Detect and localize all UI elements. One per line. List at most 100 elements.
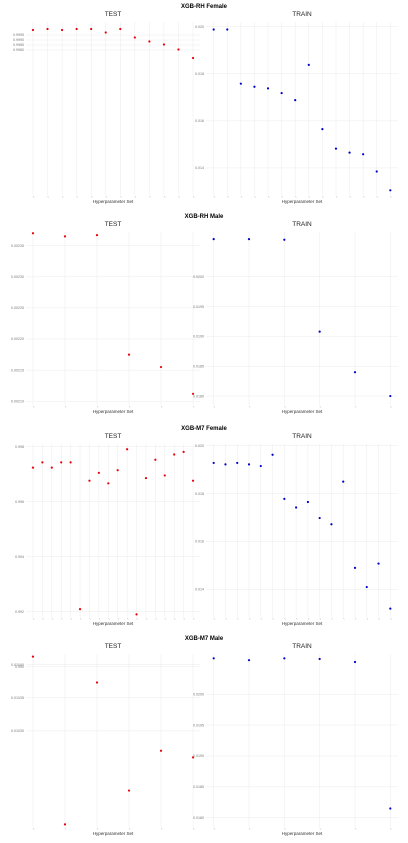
x-tick-mark [163,195,166,198]
data-point-train [212,28,215,31]
data-point-train [375,170,378,173]
y-tick-label: 0.01040 [11,663,24,667]
x-tick-mark [354,827,357,830]
data-point-test [63,235,67,238]
x-tick-mark [227,195,229,198]
x-axis-label: Hyperparameter Set [282,409,323,414]
x-axis-label: Hyperparameter Set [93,621,134,626]
y-tick-label: 0.020 [195,25,204,29]
panel-title-test: TEST [105,221,122,228]
x-tick-mark [319,827,322,830]
data-point-test [133,36,136,39]
data-point-train [283,238,286,241]
y-tick-label: 0.014 [195,166,204,170]
y-tick-label: 0.0180 [193,394,204,398]
data-point-train [283,657,286,660]
x-tick-mark [331,617,333,620]
data-point-train [334,147,338,150]
y-tick-label: 0.018 [195,492,204,496]
y-tick-label: 0.01030 [11,729,24,733]
data-point-test [159,749,163,752]
data-point-test [41,461,44,464]
x-tick-mark [366,617,369,620]
y-tick-label: 0.9980 [13,48,24,52]
data-point-test [162,43,166,46]
x-tick-mark [120,195,122,198]
data-point-train [294,99,297,102]
y-tick-label: 0.0185 [193,364,204,368]
y-tick-label: 0.9995 [13,33,24,37]
x-tick-mark [155,617,157,620]
chart-title: XGB-M7 Female [181,426,227,432]
x-tick-mark [213,617,216,620]
chart-title: XGB-RH Female [181,4,228,10]
y-tick-label: 0.00220 [11,337,24,341]
y-tick-label: 0.00235 [11,244,24,248]
data-point-test [78,608,82,611]
x-axis-label: Hyperparameter Set [282,199,323,204]
x-tick-mark [117,617,120,620]
x-tick-mark [91,195,93,198]
x-tick-mark [134,195,137,198]
x-tick-mark [128,405,131,408]
x-tick-mark [32,827,35,830]
y-tick-label: 0.016 [195,119,204,123]
x-tick-mark [145,617,148,620]
data-point-test [75,27,78,31]
data-point-test [46,27,49,31]
x-tick-mark [295,617,298,620]
x-axis-label: Hyperparameter Set [93,831,134,836]
x-tick-mark [136,617,138,620]
data-point-test [191,56,195,60]
x-tick-mark [70,617,72,620]
x-tick-mark [354,617,357,620]
y-tick-label: 0.0190 [193,754,204,758]
panel-title-test: TEST [105,11,122,18]
x-tick-mark [307,617,310,620]
data-point-test [107,482,110,485]
panel-title-test: TEST [105,643,122,650]
x-tick-mark [349,195,351,198]
x-axis-label: Hyperparameter Set [93,409,134,414]
data-point-train [295,506,298,509]
data-point-test [104,31,107,34]
x-tick-mark [105,195,108,198]
data-point-train [226,28,229,31]
x-tick-mark [319,617,322,620]
x-tick-mark [390,827,392,830]
data-point-train [353,371,357,374]
data-point-test [60,28,64,32]
y-tick-label: 0.00210 [11,399,24,403]
data-point-test [135,613,138,616]
data-point-train [389,607,392,610]
x-tick-mark [343,617,345,620]
y-tick-label: 0.00225 [11,306,24,310]
data-point-test [69,461,72,464]
x-tick-mark [149,195,151,198]
data-point-train [253,85,256,88]
data-point-train [247,659,251,662]
data-point-test [90,27,93,31]
x-tick-mark [32,195,35,198]
x-tick-mark [98,617,101,620]
data-point-train [389,394,392,398]
y-tick-label: 0.0180 [193,816,204,820]
data-point-test [159,365,163,369]
data-point-train [342,480,345,483]
x-tick-mark [32,405,35,408]
y-tick-label: 0.992 [15,610,24,614]
x-tick-mark [254,195,256,198]
x-tick-mark [174,617,176,620]
x-tick-mark [225,617,227,620]
data-point-test [177,48,180,51]
data-point-test [31,232,35,235]
y-tick-label: 0.0190 [193,335,204,339]
data-point-train [330,523,333,526]
x-tick-mark [192,827,195,830]
data-point-train [365,585,368,589]
x-tick-mark [335,195,338,198]
data-point-train [377,562,380,565]
x-tick-mark [128,827,131,830]
data-point-train [224,463,227,466]
